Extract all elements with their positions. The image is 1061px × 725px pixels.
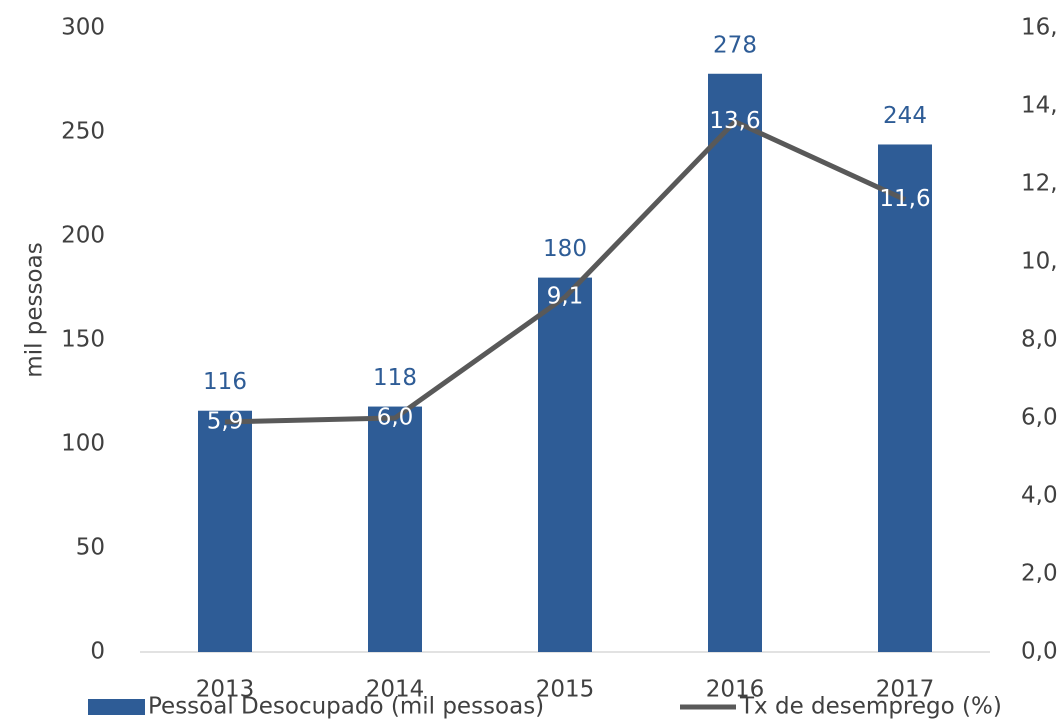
y-tick-label: 100 bbox=[61, 431, 105, 457]
bar bbox=[878, 144, 932, 653]
line-value-label: 5,9 bbox=[207, 408, 244, 434]
y-axis-title: mil pessoas bbox=[22, 242, 48, 377]
y2-tick-label: 0,0 bbox=[1021, 639, 1058, 665]
y-tick-label: 200 bbox=[61, 223, 105, 249]
bar-value-label: 180 bbox=[543, 236, 587, 262]
line-value-label: 6,0 bbox=[377, 405, 414, 431]
y2-tick-label: 8,0 bbox=[1021, 327, 1058, 353]
line bbox=[224, 119, 907, 425]
y2-tick-label: 2,0 bbox=[1021, 561, 1058, 587]
x-tick-label: 2016 bbox=[706, 677, 765, 703]
line-value-label: 13,6 bbox=[709, 108, 760, 134]
legend-label: Tx de desemprego (%) bbox=[739, 694, 1002, 720]
y2-tick-label: 10, bbox=[1021, 249, 1058, 275]
y2-tick-label: 12, bbox=[1021, 171, 1058, 197]
bar bbox=[368, 406, 422, 652]
y-tick-label: 0 bbox=[90, 639, 105, 665]
y2-tick-label: 14, bbox=[1021, 93, 1058, 119]
bar bbox=[198, 410, 252, 652]
y2-tick-label: 16, bbox=[1021, 15, 1058, 41]
bar-value-label: 118 bbox=[373, 365, 417, 391]
y-tick-label: 50 bbox=[76, 535, 105, 561]
bar-value-label: 244 bbox=[883, 103, 927, 129]
y-tick-label: 300 bbox=[61, 15, 105, 41]
y2-tick-label: 4,0 bbox=[1021, 483, 1058, 509]
bar-value-label: 278 bbox=[713, 32, 757, 58]
x-tick-label: 2015 bbox=[536, 677, 595, 703]
bar bbox=[538, 277, 592, 652]
x-tick-label: 2013 bbox=[196, 677, 255, 703]
x-tick-label: 2014 bbox=[366, 677, 425, 703]
x-tick-label: 2017 bbox=[876, 677, 935, 703]
line-value-label: 9,1 bbox=[547, 284, 584, 310]
line-value-label: 11,6 bbox=[879, 186, 930, 212]
y-tick-label: 250 bbox=[61, 119, 105, 145]
y-tick-label: 150 bbox=[61, 327, 105, 353]
bar bbox=[708, 73, 762, 652]
bar-value-label: 116 bbox=[203, 369, 247, 395]
legend-swatch bbox=[88, 699, 145, 715]
y2-tick-label: 6,0 bbox=[1021, 405, 1058, 431]
legend-label: Pessoal Desocupado (mil pessoas) bbox=[148, 694, 544, 720]
